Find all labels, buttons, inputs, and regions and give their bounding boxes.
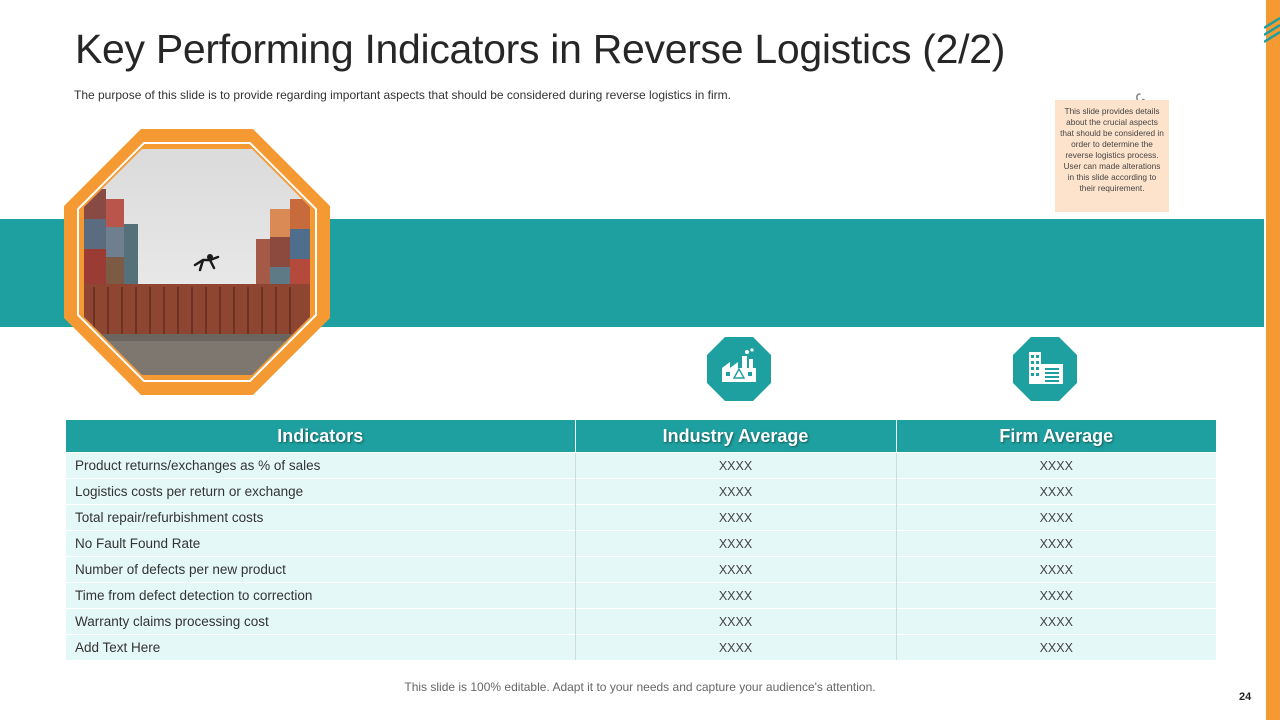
table-header-row: Indicators Industry Average Firm Average [66, 420, 1216, 453]
table-row: Time from defect detection to correction… [66, 582, 1216, 609]
industry-average-cell: XXXX [574, 556, 896, 583]
industry-average-cell: XXXX [574, 504, 896, 531]
slide-title: Key Performing Indicators in Reverse Log… [75, 26, 1006, 72]
industry-average-cell: XXXX [574, 478, 896, 505]
firm-average-cell: XXXX [895, 608, 1216, 635]
firm-average-cell: XXXX [895, 634, 1216, 660]
table-row: No Fault Found Rate XXXX XXXX [66, 530, 1216, 557]
page-number: 24 [1239, 691, 1252, 703]
slide-subtitle: The purpose of this slide is to provide … [74, 88, 732, 102]
indicator-cell: Product returns/exchanges as % of sales [66, 452, 575, 479]
industry-average-cell: XXXX [574, 582, 896, 609]
indicator-cell: Warranty claims processing cost [66, 608, 575, 635]
industry-average-cell: XXXX [574, 530, 896, 557]
kpi-table: Indicators Industry Average Firm Average… [66, 420, 1216, 660]
right-accent-bar [1266, 0, 1280, 720]
factory-icon [707, 337, 771, 401]
header-industry-average: Industry Average [574, 420, 896, 453]
industry-average-cell: XXXX [574, 608, 896, 635]
table-row: Add Text Here XXXX XXXX [66, 634, 1216, 660]
speaker-note: This slide provides details about the cr… [1055, 100, 1169, 212]
header-firm-average: Firm Average [895, 420, 1216, 453]
indicator-cell: No Fault Found Rate [66, 530, 575, 557]
header-indicators: Indicators [66, 420, 575, 453]
firm-average-cell: XXXX [895, 530, 1216, 557]
indicator-cell: Logistics costs per return or exchange [66, 478, 575, 505]
table-row: Warranty claims processing cost XXXX XXX… [66, 608, 1216, 635]
office-building-icon [1013, 337, 1077, 401]
indicator-cell: Number of defects per new product [66, 556, 575, 583]
industry-average-cell: XXXX [574, 634, 896, 660]
corner-stripes-decoration [1264, 16, 1280, 44]
firm-average-cell: XXXX [895, 452, 1216, 479]
table-row: Logistics costs per return or exchange X… [66, 478, 1216, 505]
shipping-containers-photo [64, 129, 330, 395]
table-row: Product returns/exchanges as % of sales … [66, 452, 1216, 479]
indicator-cell: Total repair/refurbishment costs [66, 504, 575, 531]
industry-average-cell: XXXX [574, 452, 896, 479]
table-row: Number of defects per new product XXXX X… [66, 556, 1216, 583]
table-row: Total repair/refurbishment costs XXXX XX… [66, 504, 1216, 531]
indicator-cell: Add Text Here [66, 634, 575, 660]
footer-text: This slide is 100% editable. Adapt it to… [404, 680, 876, 694]
indicator-cell: Time from defect detection to correction [66, 582, 575, 609]
firm-average-cell: XXXX [895, 504, 1216, 531]
firm-average-cell: XXXX [895, 582, 1216, 609]
photo-frame [64, 129, 330, 395]
firm-average-cell: XXXX [895, 478, 1216, 505]
firm-average-cell: XXXX [895, 556, 1216, 583]
